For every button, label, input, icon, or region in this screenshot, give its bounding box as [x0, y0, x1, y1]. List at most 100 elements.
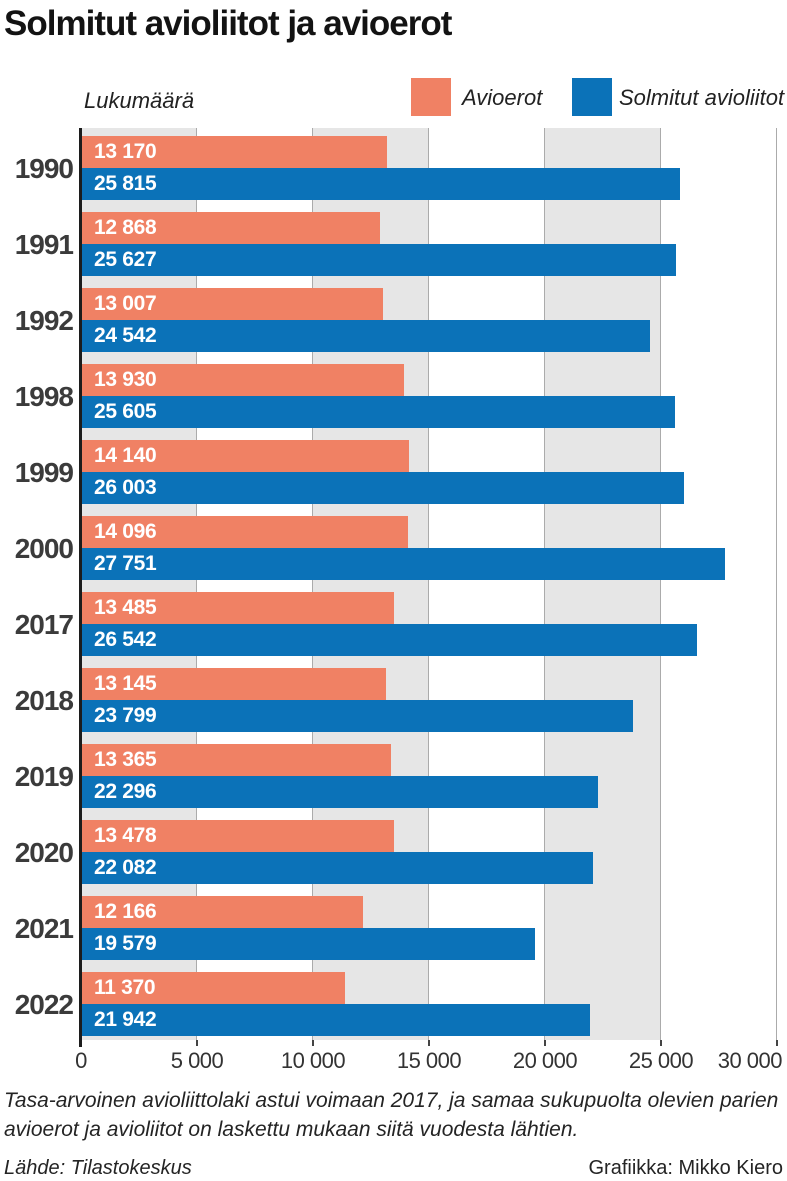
divorce-bar: 12 166 [81, 896, 364, 928]
year-label: 2017 [14, 609, 74, 640]
year-row: 1991 12 868 25 627 [15, 204, 777, 280]
x-tick-mark [660, 1040, 662, 1046]
year-label: 2020 [14, 837, 74, 868]
divorce-bar: 13 170 [81, 136, 387, 168]
year-label: 1991 [14, 229, 74, 260]
marriage-bar-value: 25 605 [94, 400, 157, 423]
year-label: 1990 [14, 153, 74, 184]
x-tick-mark [312, 1040, 314, 1046]
year-row: 2018 13 145 23 799 [15, 660, 777, 736]
marriage-bar-value: 23 799 [94, 704, 157, 727]
year-label: 2021 [14, 913, 74, 944]
footnote-line-2: avioerot ja avioliitot on laskettu mukaa… [4, 1118, 579, 1141]
footnote: Tasa-arvoinen avioliittolaki astui voima… [4, 1086, 779, 1144]
marriage-bar: 19 579 [81, 928, 536, 960]
year-row: 2017 13 485 26 542 [15, 584, 777, 660]
source-credit: Lähde: Tilastokeskus [4, 1157, 192, 1179]
page-title: Solmitut avioliitot ja avioerot [4, 4, 452, 43]
x-tick-label: 15 000 [396, 1048, 462, 1073]
divorce-bar: 13 478 [81, 820, 394, 852]
year-row: 2021 12 166 19 579 [15, 888, 777, 964]
divorce-bar-value: 13 145 [94, 672, 157, 695]
x-tick-label: 20 000 [512, 1048, 578, 1073]
divorce-bar: 13 007 [81, 288, 383, 320]
divorce-bar: 11 370 [81, 972, 345, 1004]
year-row: 2022 11 370 21 942 [15, 964, 777, 1040]
year-row: 2019 13 365 22 296 [15, 736, 777, 812]
grid-band [197, 128, 313, 1040]
divorce-bar-value: 13 007 [94, 292, 157, 315]
divorce-bar: 14 140 [81, 440, 410, 472]
marriage-bar: 21 942 [81, 1004, 591, 1036]
divorce-bar-value: 12 166 [94, 900, 157, 923]
grid-band [661, 128, 777, 1040]
plot-area: 1990 13 170 25 815 1991 12 868 25 627 1992 13 0… [15, 128, 777, 1047]
year-row: 1999 14 140 26 003 [15, 432, 777, 508]
y-axis-line [79, 128, 82, 1047]
marriage-bar: 24 542 [81, 320, 651, 352]
year-label: 2018 [14, 685, 74, 716]
divorce-bar: 13 485 [81, 592, 394, 624]
marriage-bar: 22 082 [81, 852, 594, 884]
year-label: 2022 [14, 989, 74, 1020]
divorce-bar-value: 14 140 [94, 444, 157, 467]
legend-label-divorces: Avioerot [462, 85, 543, 110]
y-axis-unit-label: Lukumäärä [84, 88, 195, 113]
year-label: 2019 [14, 761, 74, 792]
marriage-bar: 26 542 [81, 624, 697, 656]
grid-band [81, 128, 197, 1040]
divorce-bar: 12 868 [81, 212, 380, 244]
divorce-bar-value: 14 096 [94, 520, 157, 543]
marriage-bar: 23 799 [81, 700, 634, 732]
x-tick-label: 0 [75, 1048, 87, 1073]
year-label: 2000 [14, 533, 74, 564]
divorce-bar: 13 145 [81, 668, 386, 700]
year-label: 1998 [14, 381, 74, 412]
divorce-bar: 13 365 [81, 744, 392, 776]
x-tick-label: 25 000 [628, 1048, 694, 1073]
divorce-bar-value: 11 370 [94, 976, 156, 999]
legend-swatch-marriages [572, 78, 612, 116]
marriage-bar: 27 751 [81, 548, 725, 580]
marriage-bar-value: 22 082 [94, 856, 157, 879]
divorce-bar: 14 096 [81, 516, 409, 548]
year-row: 2000 14 096 27 751 [15, 508, 777, 584]
year-row: 2020 13 478 22 082 [15, 812, 777, 888]
marriage-bar-value: 27 751 [94, 552, 157, 575]
marriage-bar: 25 605 [81, 396, 676, 428]
legend-label-marriages: Solmitut avioliitot [619, 85, 785, 110]
marriage-bar-value: 19 579 [94, 932, 157, 955]
marriage-bar: 22 296 [81, 776, 599, 808]
year-label: 1999 [14, 457, 74, 488]
x-tick-label: 30 000 [717, 1048, 783, 1073]
footnote-line-1: Tasa-arvoinen avioliittolaki astui voima… [4, 1089, 779, 1112]
marriage-bar-value: 26 542 [94, 628, 157, 651]
grid-band [429, 128, 545, 1040]
divorce-bar-value: 13 930 [94, 368, 157, 391]
divorce-bar-value: 13 365 [94, 748, 157, 771]
x-tick-label: 10 000 [280, 1048, 346, 1073]
marriage-bar: 25 627 [81, 244, 676, 276]
divorce-bar-value: 13 478 [94, 824, 157, 847]
divorce-bar-value: 13 485 [94, 596, 157, 619]
x-tick-mark [776, 1040, 778, 1046]
grid-band [313, 128, 429, 1040]
year-label: 1992 [14, 305, 74, 336]
legend-swatch-divorces [411, 78, 451, 116]
year-row: 1998 13 930 25 605 [15, 356, 777, 432]
x-tick-mark [428, 1040, 430, 1046]
x-tick-label: 5 000 [170, 1048, 224, 1073]
marriage-bar: 25 815 [81, 168, 680, 200]
marriage-bar-value: 24 542 [94, 324, 157, 347]
marriage-bar-value: 25 815 [94, 172, 157, 195]
marriage-bar: 26 003 [81, 472, 685, 504]
year-row: 1990 13 170 25 815 [15, 128, 777, 204]
grid-band [545, 128, 661, 1040]
marriage-bar-value: 26 003 [94, 476, 157, 499]
x-tick-mark [544, 1040, 546, 1046]
marriage-bar-value: 21 942 [94, 1008, 157, 1031]
divorce-bar: 13 930 [81, 364, 405, 396]
marriage-bar-value: 25 627 [94, 248, 157, 271]
marriage-bar-value: 22 296 [94, 780, 157, 803]
